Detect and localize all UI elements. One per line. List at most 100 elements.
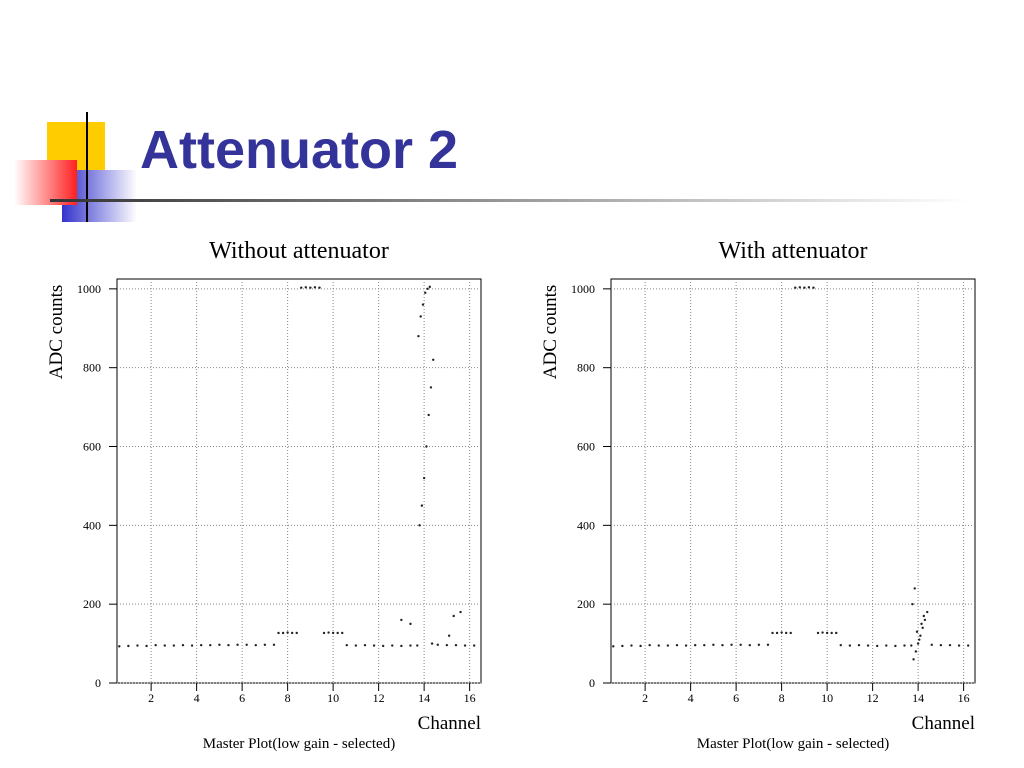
point: [866, 644, 870, 647]
point: [354, 644, 358, 647]
point: [263, 643, 267, 646]
point: [445, 643, 449, 647]
y-tick-label: 400: [83, 518, 101, 532]
point: [923, 618, 927, 622]
point: [930, 643, 933, 646]
point: [825, 631, 829, 635]
point: [281, 631, 285, 635]
point: [784, 631, 788, 635]
x-tick-label: 8: [285, 691, 291, 705]
x-tick-label: 16: [464, 691, 476, 705]
point: [920, 622, 923, 626]
point: [712, 643, 715, 646]
point: [409, 644, 412, 647]
plot-frame: [610, 278, 976, 684]
point: [835, 631, 838, 635]
point: [775, 631, 779, 635]
point: [730, 643, 733, 646]
point: [295, 631, 298, 635]
point: [447, 634, 451, 637]
point: [154, 643, 157, 647]
point: [420, 504, 424, 507]
point: [812, 286, 815, 289]
point: [721, 643, 724, 647]
x-tick-label: 12: [867, 691, 879, 705]
y-tick-label: 200: [83, 597, 101, 611]
point: [816, 631, 820, 635]
x-tick-label: 8: [779, 691, 785, 705]
point: [748, 643, 751, 647]
point: [926, 610, 929, 614]
point: [417, 334, 420, 338]
point: [922, 614, 926, 618]
point: [436, 643, 439, 646]
point: [675, 643, 679, 647]
x-tick-label: 10: [327, 691, 339, 705]
point: [290, 631, 294, 635]
point: [910, 644, 913, 647]
point: [766, 643, 770, 646]
y-tick-label: 200: [577, 597, 595, 611]
y-tick-label: 0: [95, 676, 101, 690]
point: [452, 614, 455, 618]
point: [885, 644, 888, 647]
point: [409, 622, 412, 626]
point: [914, 650, 918, 653]
point: [218, 643, 221, 646]
point: [430, 642, 434, 645]
point: [425, 445, 428, 448]
point: [757, 643, 761, 646]
point: [794, 286, 797, 289]
point: [418, 524, 421, 527]
point: [911, 602, 914, 606]
x-tick-label: 4: [688, 691, 694, 705]
point: [875, 644, 879, 648]
point: [163, 644, 166, 647]
point: [118, 645, 121, 648]
point: [127, 644, 130, 648]
point: [630, 644, 633, 647]
x-tick-label: 12: [373, 691, 385, 705]
point: [345, 643, 348, 647]
chart-title: Without attenuator: [209, 238, 389, 264]
point: [648, 643, 651, 647]
point: [948, 643, 952, 647]
y-tick-label: 600: [83, 440, 101, 454]
point: [789, 631, 792, 635]
point: [391, 644, 394, 647]
point: [621, 644, 624, 648]
point: [957, 644, 961, 647]
y-axis-label: ADC counts: [46, 285, 67, 379]
point: [190, 644, 194, 647]
point: [304, 286, 308, 289]
point: [771, 631, 774, 635]
point: [432, 358, 435, 361]
point: [848, 644, 852, 647]
point: [318, 286, 321, 289]
x-axis-label: Channel: [912, 713, 975, 734]
point: [363, 643, 367, 647]
x-tick-label: 10: [821, 691, 833, 705]
caption: Master Plot(low gain - selected): [697, 736, 889, 752]
chart-title: With attenuator: [719, 238, 868, 264]
point: [780, 631, 783, 634]
point: [400, 618, 403, 622]
point: [327, 631, 330, 634]
y-tick-label: 1000: [77, 282, 101, 296]
point: [419, 315, 422, 318]
point: [454, 643, 458, 647]
point: [839, 643, 842, 647]
point: [286, 631, 289, 634]
point: [894, 644, 897, 648]
point: [857, 643, 861, 647]
point: [803, 286, 806, 289]
deco: [50, 199, 970, 202]
point: [145, 644, 148, 648]
point: [331, 631, 335, 635]
point: [300, 286, 303, 289]
y-tick-label: 1000: [571, 282, 595, 296]
point: [254, 643, 257, 647]
point: [422, 476, 426, 480]
point: [830, 631, 833, 635]
point: [427, 413, 430, 417]
